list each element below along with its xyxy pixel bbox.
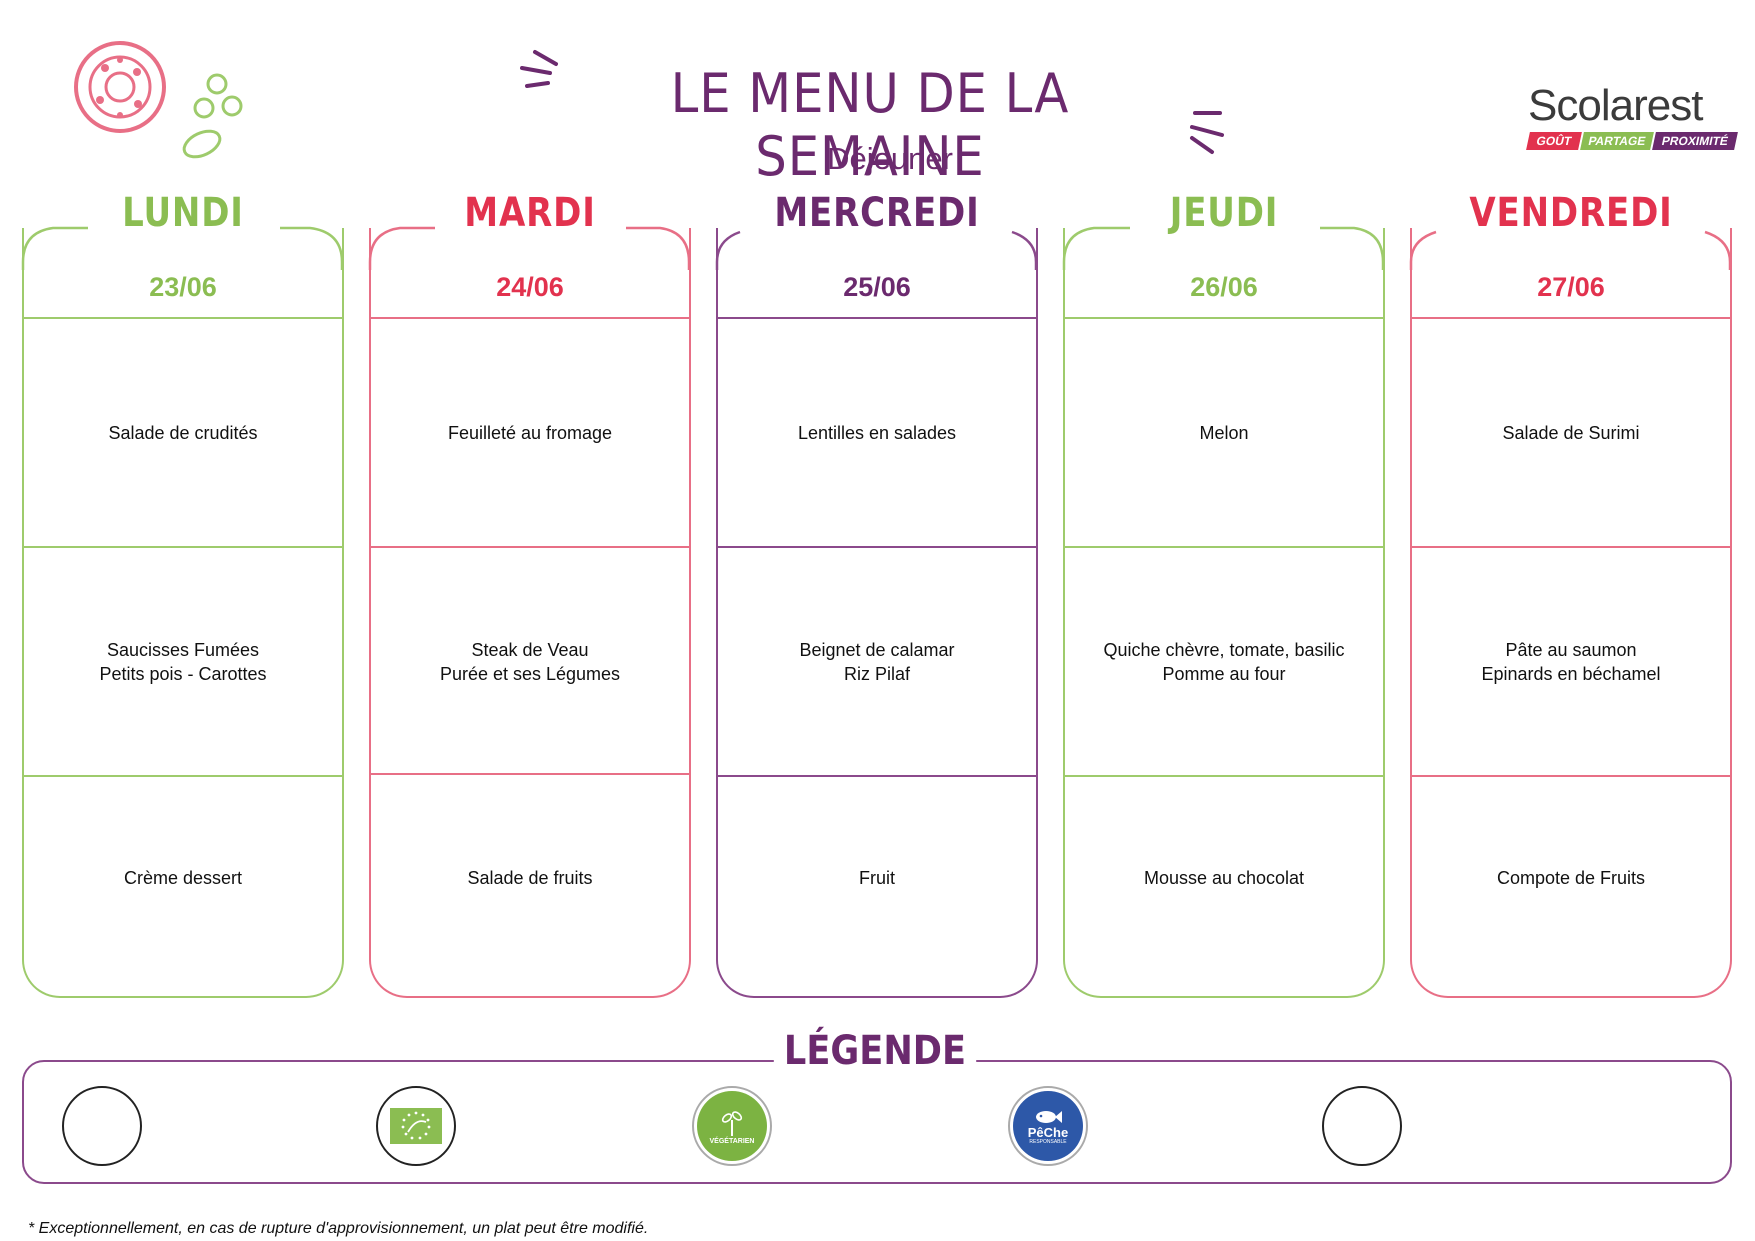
day-date: 25/06 bbox=[843, 272, 911, 302]
divider bbox=[24, 775, 342, 777]
dessert-cell: Mousse au chocolat bbox=[1143, 868, 1305, 888]
day-column-jeudi: JEUDI 26/06 Melon Quiche chèvre, tomate,… bbox=[1063, 190, 1385, 998]
legend-title: LÉGENDE bbox=[773, 1028, 977, 1074]
fishing-label: PêChe bbox=[1027, 1124, 1069, 1140]
divider bbox=[718, 775, 1036, 777]
day-column-mercredi: MERCREDI 25/06 Lentilles en salades Beig… bbox=[716, 190, 1038, 998]
divider bbox=[24, 546, 342, 548]
day-date: 27/06 bbox=[1537, 272, 1605, 302]
dessert-cell: Fruit bbox=[859, 868, 895, 888]
divider bbox=[1412, 317, 1730, 319]
divider bbox=[1412, 775, 1730, 777]
day-name: MERCREDI bbox=[774, 190, 980, 236]
main-cell: Steak de Veau Purée et ses Légumes bbox=[439, 640, 621, 684]
divider bbox=[371, 773, 689, 775]
starter-cell: Salade de crudités bbox=[108, 423, 258, 443]
divider bbox=[1065, 317, 1383, 319]
main-cell: Pâte au saumon Epinards en béchamel bbox=[1481, 640, 1661, 684]
legend-box bbox=[22, 1060, 1732, 1184]
divider bbox=[1412, 546, 1730, 548]
title-accent-strokes bbox=[520, 50, 1224, 154]
page-title: LE MENU DE LA SEMAINE bbox=[670, 62, 1070, 188]
day-name: JEUDI bbox=[1169, 190, 1279, 236]
dessert-cell: Salade de fruits bbox=[467, 868, 593, 888]
divider bbox=[1065, 546, 1383, 548]
vegetarian-badge: VÉGÉTARIEN bbox=[697, 1091, 767, 1161]
day-date: 24/06 bbox=[496, 272, 564, 302]
page-subtitle: Déjeuner bbox=[827, 141, 953, 176]
starter-cell: Salade de Surimi bbox=[1502, 423, 1640, 443]
day-date: 26/06 bbox=[1190, 272, 1258, 302]
empty-icon bbox=[62, 1086, 142, 1166]
main-cell: Saucisses Fumées Petits pois - Carottes bbox=[99, 640, 267, 684]
responsible-fishing-icon: PêChe RESPONSABLE bbox=[1008, 1086, 1088, 1166]
fishing-badge: PêChe RESPONSABLE bbox=[1013, 1091, 1083, 1161]
day-name: MARDI bbox=[464, 190, 596, 236]
day-name: LUNDI bbox=[122, 190, 244, 236]
starter-cell: Feuilleté au fromage bbox=[447, 423, 613, 443]
day-date: 23/06 bbox=[149, 272, 217, 302]
logo-wordmark: Scolarest bbox=[1528, 81, 1703, 130]
vegetarian-icon: VÉGÉTARIEN bbox=[692, 1086, 772, 1166]
sprout-icon bbox=[721, 1110, 743, 1136]
scolarest-logo: Scolarest GOÛT PARTAGE PROXIMITÉ bbox=[1526, 81, 1738, 150]
organic-leaf-icon bbox=[390, 1108, 442, 1144]
day-header-frames bbox=[21, 226, 1732, 270]
vegetarian-label: VÉGÉTARIEN bbox=[709, 1137, 755, 1145]
fish-icon bbox=[1036, 1110, 1062, 1123]
divider bbox=[371, 546, 689, 548]
divider bbox=[24, 317, 342, 319]
fishing-sublabel: RESPONSABLE bbox=[1029, 1138, 1067, 1145]
divider bbox=[1065, 775, 1383, 777]
main-cell: Quiche chèvre, tomate, basilic Pomme au … bbox=[1103, 640, 1345, 684]
starter-cell: Melon bbox=[1199, 423, 1249, 443]
dessert-cell: Crème dessert bbox=[123, 868, 243, 888]
day-column-vendredi: VENDREDI 27/06 Salade de Surimi Pâte au … bbox=[1410, 190, 1732, 998]
divider bbox=[718, 546, 1036, 548]
divider bbox=[371, 317, 689, 319]
starter-cell: Lentilles en salades bbox=[797, 423, 957, 443]
decorative-tomato-icon bbox=[74, 41, 243, 159]
main-cell: Beignet de calamar Riz Pilaf bbox=[799, 640, 955, 684]
footnote: * Exceptionnellement, en cas de rupture … bbox=[28, 1220, 649, 1237]
dessert-cell: Compote de Fruits bbox=[1496, 868, 1646, 888]
day-name: VENDREDI bbox=[1469, 190, 1673, 236]
day-column-lundi: LUNDI 23/06 Salade de crudités Saucisses… bbox=[22, 190, 344, 998]
day-column-mardi: MARDI 24/06 Feuilleté au fromage Steak d… bbox=[369, 190, 691, 998]
divider bbox=[718, 317, 1036, 319]
empty-icon bbox=[1322, 1086, 1402, 1166]
organic-eu-icon bbox=[376, 1086, 456, 1166]
